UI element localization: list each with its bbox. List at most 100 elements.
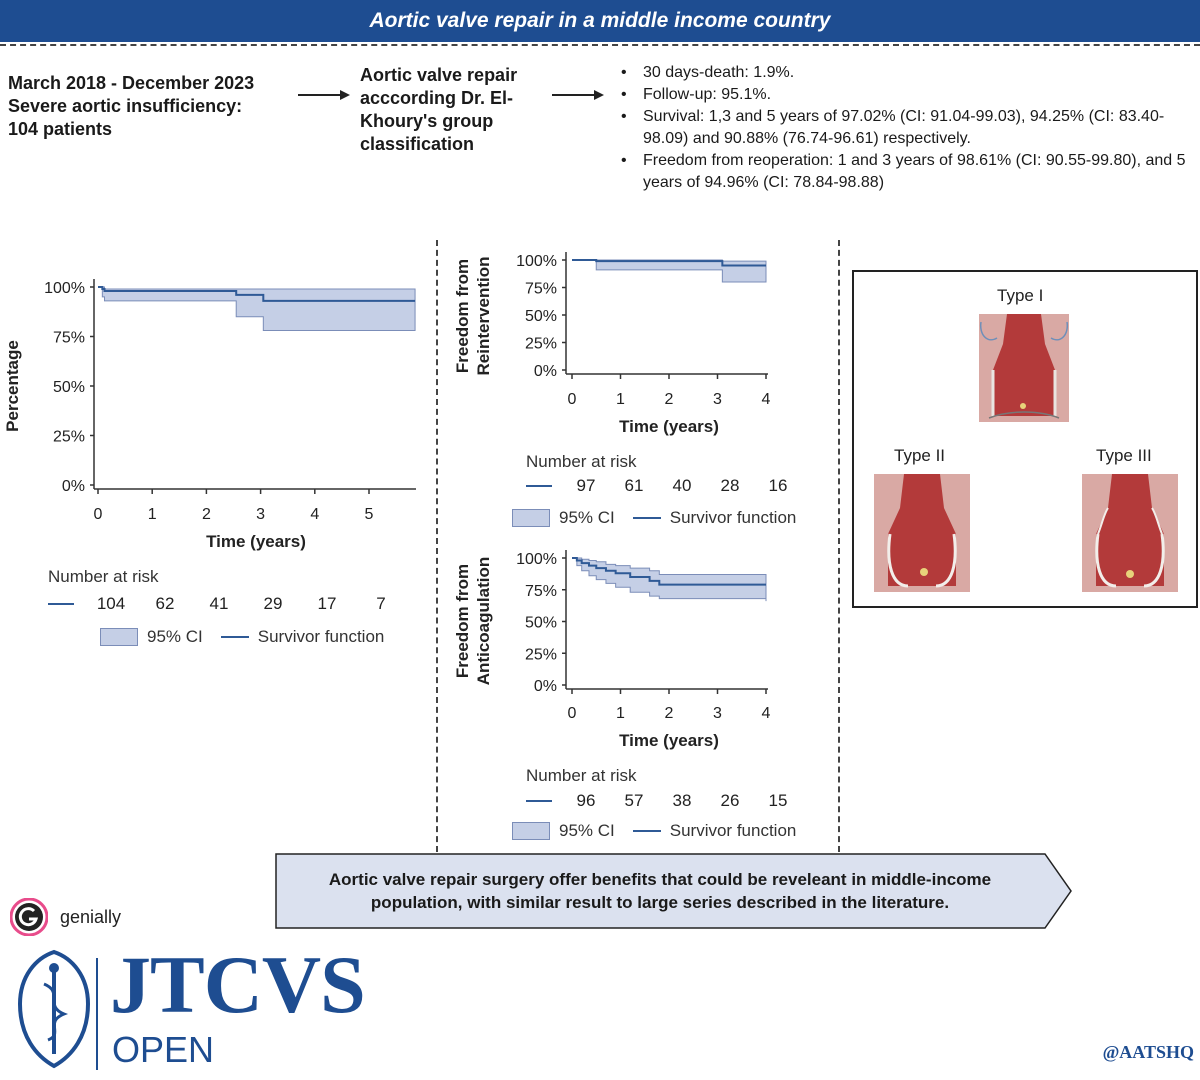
x-tick-label: 3 xyxy=(256,506,265,523)
genially-credit: genially xyxy=(10,898,121,936)
x-tick-label: 1 xyxy=(148,506,157,523)
result-item: Follow-up: 95.1%. xyxy=(618,84,1193,106)
genially-label: genially xyxy=(60,906,122,927)
y-tick-label: 0% xyxy=(534,363,557,380)
page-title: Aortic valve repair in a middle income c… xyxy=(0,0,1200,42)
results-list: 30 days-death: 1.9%. Follow-up: 95.1%. S… xyxy=(618,62,1193,194)
x-tick-label: 5 xyxy=(365,506,374,523)
method-line: classification xyxy=(360,134,475,154)
risk-line-symbol xyxy=(526,485,552,487)
cohort-line: Severe aortic insufficiency: xyxy=(8,96,243,116)
survivor-line xyxy=(572,557,766,586)
risk-value: 16 xyxy=(768,476,788,495)
risk-row: 97 61 40 28 16 xyxy=(526,476,802,496)
y-tick-label: 75% xyxy=(525,583,557,600)
x-axis-title: Time (years) xyxy=(206,532,306,551)
risk-row: 104 62 41 29 17 7 xyxy=(48,594,408,614)
type-label: Type II xyxy=(894,446,946,465)
survivor-legend-line xyxy=(632,517,661,519)
legend: 95% CI Survivor function xyxy=(512,821,796,841)
risk-line-symbol xyxy=(526,800,552,802)
risk-title: Number at risk xyxy=(48,567,159,586)
survivor-legend-line xyxy=(632,830,661,832)
legend-label-ci: 95% CI xyxy=(147,627,203,646)
risk-value: 26 xyxy=(720,791,740,810)
y-axis-title: Reintervention xyxy=(474,256,493,375)
conclusion-banner: Aortic valve repair surgery offer benefi… xyxy=(275,853,1073,929)
x-tick-label: 3 xyxy=(713,705,722,722)
ci-band xyxy=(572,557,767,602)
risk-value: 7 xyxy=(376,594,386,613)
method-line: Khoury's group xyxy=(360,111,494,131)
legend-label-survivor: Survivor function xyxy=(669,508,797,527)
conclusion-arrow-shape xyxy=(275,853,1072,929)
x-tick-label: 4 xyxy=(762,391,771,408)
survivor-legend-line xyxy=(220,636,249,638)
survivor-line xyxy=(98,286,416,302)
risk-title: Number at risk xyxy=(526,452,637,471)
journal-divider xyxy=(96,958,98,1070)
type1-valve-illustration xyxy=(979,314,1069,422)
survivor-line xyxy=(572,259,766,267)
y-tick-label: 100% xyxy=(516,551,557,568)
cohort-line: 104 patients xyxy=(8,119,113,139)
method-text: Aortic valve repair acccording Dr. El- K… xyxy=(360,64,560,156)
legend-label-ci: 95% CI xyxy=(559,821,615,840)
x-tick-label: 0 xyxy=(568,705,577,722)
y-tick-label: 50% xyxy=(525,615,557,632)
risk-title: Number at risk xyxy=(526,766,637,785)
risk-value: 17 xyxy=(317,594,337,613)
result-item: 30 days-death: 1.9%. xyxy=(618,62,1193,84)
method-line: Aortic valve repair xyxy=(360,65,518,85)
risk-value: 28 xyxy=(720,476,740,495)
risk-row: 96 57 38 26 15 xyxy=(526,791,802,811)
risk-value: 104 xyxy=(96,594,126,613)
ci-band xyxy=(98,286,416,332)
x-tick-label: 1 xyxy=(616,391,625,408)
x-tick-label: 3 xyxy=(713,391,722,408)
y-tick-label: 75% xyxy=(525,281,557,298)
y-tick-label: 50% xyxy=(53,379,85,396)
y-tick-label: 25% xyxy=(525,646,557,663)
divider-top xyxy=(0,44,1200,46)
risk-value: 97 xyxy=(576,476,596,495)
risk-value: 41 xyxy=(209,594,229,613)
journal-subtitle: OPEN xyxy=(112,1029,215,1070)
legend-label-survivor: Survivor function xyxy=(257,627,385,646)
risk-value: 29 xyxy=(263,594,283,613)
type-label: Type I xyxy=(997,286,1044,305)
ci-legend-swatch xyxy=(512,509,550,527)
y-tick-label: 25% xyxy=(53,429,85,446)
divider-right xyxy=(838,240,840,852)
y-tick-label: 100% xyxy=(44,280,85,297)
y-axis-title: Freedom from xyxy=(453,259,472,373)
y-tick-label: 75% xyxy=(53,330,85,347)
risk-value: 62 xyxy=(155,594,175,613)
method-line: acccording Dr. El- xyxy=(360,88,514,108)
conclusion-text: Aortic valve repair surgery offer benefi… xyxy=(328,870,992,912)
x-tick-label: 0 xyxy=(94,506,103,523)
cohort-text: March 2018 - December 2023 Severe aortic… xyxy=(8,72,298,141)
x-tick-label: 0 xyxy=(568,391,577,408)
risk-value: 57 xyxy=(624,791,644,810)
right-arrow-icon xyxy=(298,90,350,100)
y-tick-label: 0% xyxy=(534,678,557,695)
risk-value: 96 xyxy=(576,791,596,810)
x-tick-label: 2 xyxy=(202,506,211,523)
y-axis-title: Anticoagulation xyxy=(474,557,493,685)
y-tick-label: 25% xyxy=(525,336,557,353)
result-item: Freedom from reoperation: 1 and 3 years … xyxy=(618,150,1193,194)
x-tick-label: 2 xyxy=(665,705,674,722)
type-label: Type III xyxy=(1096,446,1152,465)
risk-value: 40 xyxy=(672,476,692,495)
valve-types-panel: Type I Type II Type III xyxy=(852,270,1198,608)
ci-band xyxy=(572,259,767,283)
y-tick-label: 50% xyxy=(525,308,557,325)
risk-value: 38 xyxy=(672,791,692,810)
risk-value: 15 xyxy=(768,791,788,810)
legend: 95% CI Survivor function xyxy=(100,627,384,647)
journal-emblem-icon xyxy=(17,949,91,1069)
cohort-line: March 2018 - December 2023 xyxy=(8,73,255,93)
ci-legend-swatch xyxy=(100,628,138,646)
